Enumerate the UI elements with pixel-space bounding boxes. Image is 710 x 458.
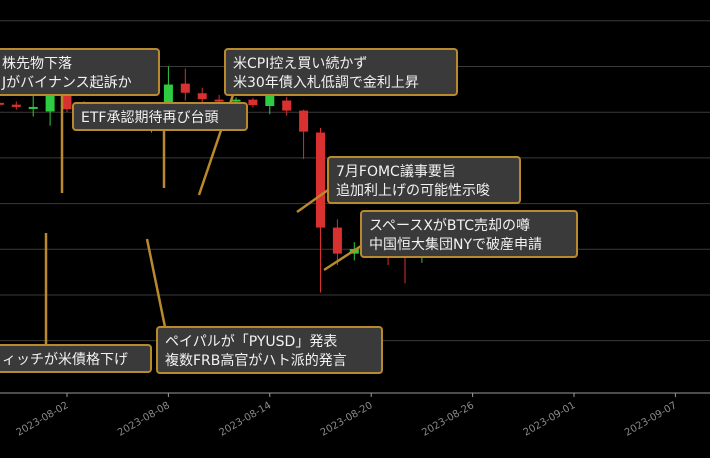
- annotation-frame: [72, 102, 248, 131]
- annotation-text: 中国恒大集団NYで破産申請: [369, 236, 542, 253]
- candle: [316, 127, 325, 293]
- candle-body: [45, 89, 55, 112]
- candle: [231, 97, 241, 103]
- annotation-text: 米CPI控え買い続かず: [233, 55, 367, 72]
- annotation-frame: [360, 210, 578, 258]
- candle-body: [197, 93, 207, 100]
- candle: [28, 95, 38, 117]
- candle: [299, 109, 309, 160]
- candle-body: [62, 89, 72, 110]
- annotation-text: Jがバイナンス起訴か: [1, 75, 132, 91]
- annotation-box: ETF承認期待再び台頭: [72, 102, 248, 131]
- annotation-box: 株先物下落 Jがバイナンス起訴か: [0, 48, 160, 96]
- annotation-text: 株先物下落: [2, 56, 72, 72]
- candle: [180, 68, 190, 101]
- annotation-text: 7月FOMC議事要旨: [336, 163, 456, 180]
- candle-body: [231, 99, 241, 102]
- candle: [248, 97, 258, 108]
- annotation-text: スペースXがBTC売却の噂: [369, 218, 530, 234]
- candle-body: [28, 106, 38, 109]
- candle-body: [316, 132, 325, 228]
- annotation-text: 複数FRB高官がハト派的発言: [165, 352, 347, 369]
- annotation-pointers: [44, 94, 362, 345]
- candle-body: [282, 100, 292, 111]
- annotation-text: 米30年債入札低調で金利上昇: [233, 75, 419, 91]
- annotation-frame: [224, 48, 458, 96]
- candle-body: [248, 99, 258, 106]
- candle-body: [265, 95, 275, 107]
- candle: [0, 102, 4, 105]
- annotation-text: ィッチが米債格下げ: [2, 352, 128, 368]
- annotation-text: ペイパルが「PYUSD」発表: [165, 334, 337, 350]
- candle-body: [214, 99, 224, 102]
- candle-body: [299, 110, 309, 132]
- candle-body: [0, 102, 4, 105]
- candle: [214, 95, 224, 103]
- annotations: 株先物下落Jがバイナンス起訴かETF承認期待再び台頭米CPI控え買い続かず米30…: [0, 48, 578, 374]
- annotation-pointer: [296, 188, 329, 214]
- candle-body: [163, 84, 173, 111]
- candle-body: [332, 227, 342, 254]
- annotation-pointer: [145, 238, 167, 328]
- candle: [197, 87, 207, 105]
- candle-body: [11, 104, 21, 107]
- annotation-frame: [327, 156, 521, 204]
- annotation-frame: [156, 326, 383, 374]
- annotation-pointer: [323, 244, 362, 272]
- annotation-text: ETF承認期待再び台頭: [81, 110, 218, 126]
- annotation-frame: [0, 344, 152, 373]
- candle: [11, 101, 21, 110]
- candle: [282, 96, 292, 116]
- candle: [332, 219, 342, 266]
- candle-body: [180, 83, 190, 93]
- annotation-frame: [0, 48, 160, 96]
- annotation-box: ィッチが米債格下げ: [0, 344, 152, 373]
- annotation-text: 追加利上げの可能性示唆: [336, 183, 490, 199]
